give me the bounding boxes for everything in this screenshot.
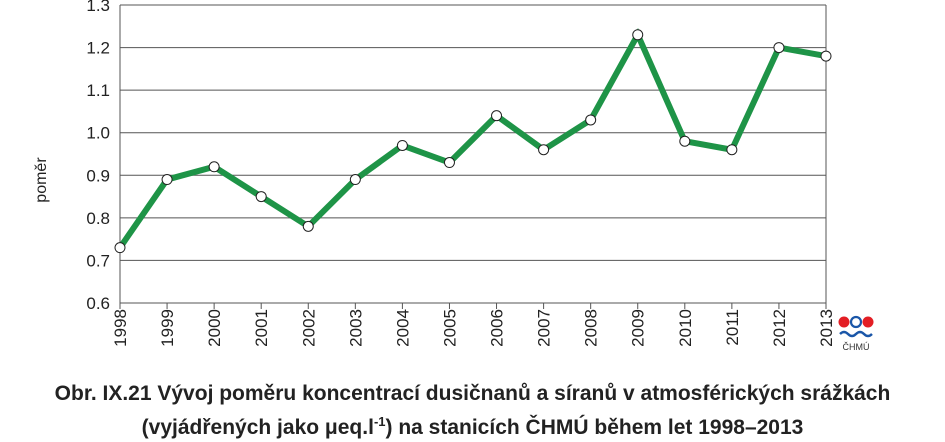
y-tick-label: 0.7 bbox=[86, 251, 110, 270]
y-tick-label: 1.1 bbox=[86, 81, 110, 100]
y-tick-label: 0.9 bbox=[86, 166, 110, 185]
x-tick-label: 1998 bbox=[111, 309, 130, 347]
x-tick-label: 2010 bbox=[676, 309, 695, 347]
series-line bbox=[117, 28, 827, 250]
x-tick-label: 2008 bbox=[582, 309, 601, 347]
x-tick-label: 2000 bbox=[205, 309, 224, 347]
y-tick-label: 1.0 bbox=[86, 124, 110, 143]
data-point bbox=[632, 29, 644, 41]
x-tick-label: 2006 bbox=[488, 309, 507, 347]
data-point bbox=[396, 139, 408, 151]
y-tick-label: 1.2 bbox=[86, 39, 110, 58]
y-tick-label: 0.8 bbox=[86, 209, 110, 228]
x-tick-label: 2007 bbox=[535, 309, 554, 347]
data-points bbox=[114, 29, 832, 254]
x-tick-label: 2012 bbox=[770, 309, 789, 347]
line-chart: 0.6 0.7 0.8 0.9 1.0 1.1 1.2 1.3 1998 1999 2000 200… bbox=[33, 0, 836, 347]
data-point bbox=[820, 50, 832, 62]
y-axis-label: poměr bbox=[33, 157, 50, 203]
y-tick-labels: 0.6 0.7 0.8 0.9 1.0 1.1 1.2 1.3 bbox=[86, 0, 110, 313]
y-tick-label: 1.3 bbox=[86, 0, 110, 15]
y-tick-label: 0.6 bbox=[86, 294, 110, 313]
chmu-logo: ČHMÚ bbox=[838, 315, 874, 352]
logo-wave-icon bbox=[839, 330, 873, 338]
data-point bbox=[679, 135, 691, 147]
data-point bbox=[349, 174, 361, 186]
x-tick-labels: 1998 1999 2000 2001 2002 2003 2004 2005 2006 2007… bbox=[111, 309, 836, 347]
x-tick-label: 2009 bbox=[629, 309, 648, 347]
logo-dot-right-icon bbox=[862, 316, 874, 328]
series-polyline bbox=[117, 28, 827, 250]
figure-caption-line-1: Obr. IX.21 Vývoj poměru koncentrací dusi… bbox=[54, 382, 891, 405]
data-point bbox=[538, 144, 550, 156]
x-tick-label: 2001 bbox=[252, 309, 271, 347]
data-point bbox=[114, 242, 126, 254]
x-tick-label: 2011 bbox=[723, 309, 742, 346]
grid-lines bbox=[119, 4, 827, 309]
data-point bbox=[161, 174, 173, 186]
data-point bbox=[491, 110, 503, 122]
data-point bbox=[443, 157, 455, 169]
data-point bbox=[255, 191, 267, 203]
data-point bbox=[585, 114, 597, 126]
figure-caption-line-2: (vyjádřených jako μeq.l-1) na stanicích … bbox=[0, 408, 945, 442]
x-tick-label: 2002 bbox=[299, 309, 318, 347]
data-point bbox=[773, 42, 785, 54]
x-tick-label: 2013 bbox=[817, 309, 836, 347]
x-tick-label: 2003 bbox=[346, 309, 365, 347]
x-tick-label: 1999 bbox=[158, 309, 177, 347]
caption-superscript: -1 bbox=[373, 414, 386, 429]
logo-dot-left-icon bbox=[838, 316, 850, 328]
caption-part-1: (vyjádřených jako μeq.l bbox=[141, 416, 374, 439]
logo-text: ČHMÚ bbox=[843, 342, 870, 352]
data-point bbox=[726, 144, 738, 156]
caption-part-2: ) na stanicích ČHMÚ během let 1998–2013 bbox=[385, 416, 804, 439]
data-point bbox=[208, 161, 220, 173]
logo-ring-icon bbox=[849, 315, 863, 329]
x-tick-label: 2004 bbox=[393, 309, 412, 347]
data-point bbox=[302, 220, 314, 232]
x-tick-label: 2005 bbox=[440, 309, 459, 347]
